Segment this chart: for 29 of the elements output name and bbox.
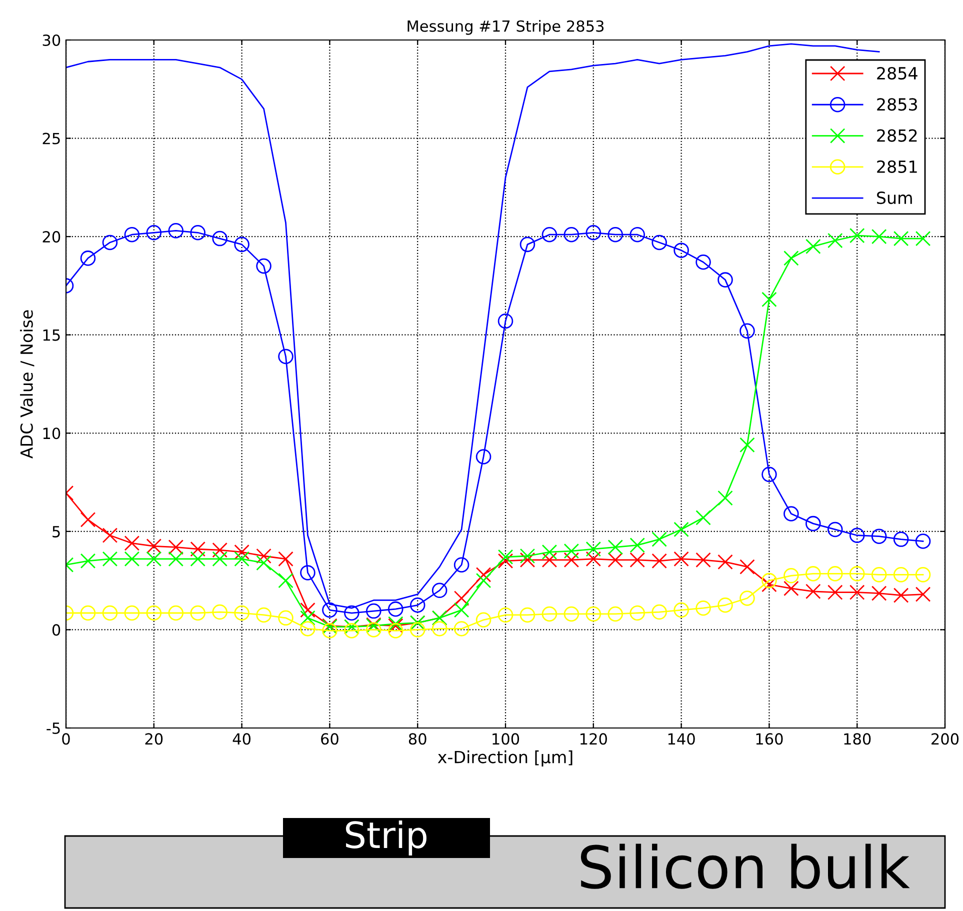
y-tick-label: 10: [43, 428, 60, 440]
y-tick-label: -5: [46, 722, 60, 734]
y-tick-label: 0: [52, 624, 60, 636]
y-tick-label: 20: [42, 231, 60, 243]
text: Silicon bulk: [580, 844, 910, 889]
legend-label: 2853: [877, 98, 917, 111]
x-tick-label: 200: [932, 733, 959, 745]
y-tick-label: 5: [52, 526, 60, 538]
text: Strip: [346, 820, 426, 856]
x-tick-label: 120: [580, 733, 607, 745]
y-tick-label: 30: [42, 34, 60, 46]
x-tick-label: 160: [756, 733, 783, 745]
y-tick-label: 25: [42, 132, 60, 144]
y-tick-label: 15: [43, 330, 60, 341]
x-tick-label: 100: [492, 733, 520, 745]
x-tick-label: 40: [232, 733, 251, 745]
x-tick-label: 180: [844, 733, 871, 745]
legend-label: 2854: [877, 66, 918, 80]
x-tick-label: 80: [408, 733, 426, 745]
legend-label: 2852: [877, 129, 917, 142]
x-tick-label: 0: [62, 733, 70, 745]
chart-title: Messung #17 Stripe 2853: [408, 20, 604, 35]
x-tick-label: 60: [321, 733, 338, 745]
x-axis-title: x-Direction [µm]: [438, 750, 572, 767]
x-tick-label: 140: [668, 733, 695, 745]
y-axis-title: ADC Value / Noise: [20, 310, 34, 459]
x-tick-label: 20: [145, 733, 163, 745]
legend-label: Sum: [877, 191, 912, 204]
legend-label: 2851: [877, 160, 917, 173]
